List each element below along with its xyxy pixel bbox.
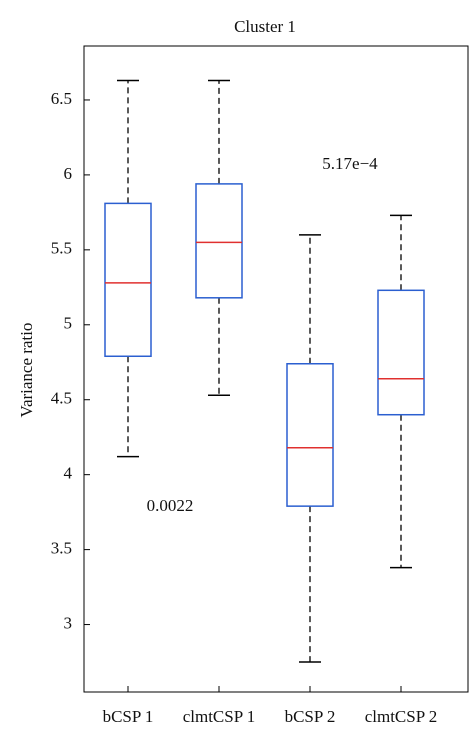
annotation: 0.0022 (147, 496, 194, 515)
x-tick-label: clmtCSP 1 (183, 707, 256, 726)
y-tick-label: 4.5 (51, 389, 72, 408)
plot-frame (83, 45, 469, 693)
box (104, 202, 152, 358)
y-tick-label: 6.5 (51, 89, 72, 108)
annotation: 5.17e−4 (322, 154, 378, 173)
box (377, 289, 425, 416)
y-tick-label: 6 (64, 164, 73, 183)
box (286, 363, 334, 507)
y-tick-label: 5 (64, 314, 73, 333)
y-axis-label: Variance ratio (17, 323, 36, 418)
y-tick-label: 5.5 (51, 239, 72, 258)
y-tick-label: 4 (64, 464, 73, 483)
y-tick-label: 3 (64, 613, 73, 632)
box (195, 183, 243, 299)
y-tick-label: 3.5 (51, 539, 72, 558)
chart-title: Cluster 1 (234, 17, 296, 36)
x-tick-label: bCSP 1 (103, 707, 154, 726)
x-tick-label: bCSP 2 (285, 707, 336, 726)
x-tick-label: clmtCSP 2 (365, 707, 438, 726)
